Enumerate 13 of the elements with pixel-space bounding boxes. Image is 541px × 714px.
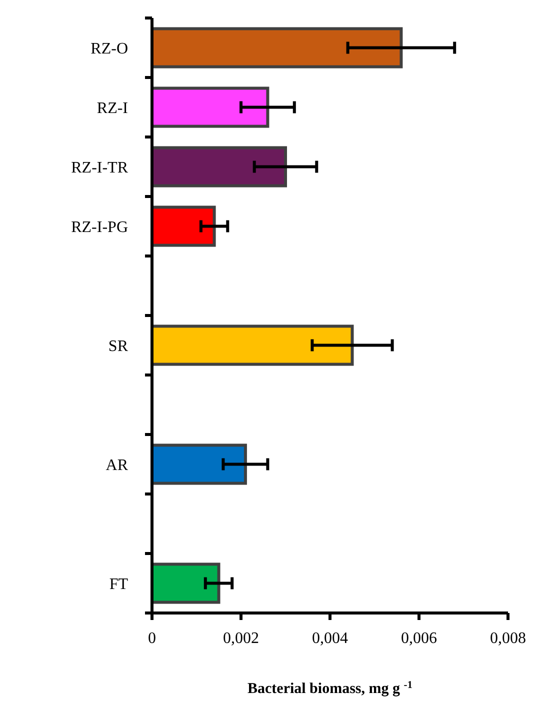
- x-tick-label: 0,004: [312, 630, 348, 647]
- x-axis-title: Bacterial biomass, mg g $^{-1}$: [248, 680, 412, 697]
- y-tick-label: RZ-O: [90, 40, 128, 58]
- x-tick-label: 0,008: [490, 630, 526, 647]
- y-tick-label: RZ-I: [96, 100, 128, 117]
- x-tick-label: 0: [148, 630, 156, 647]
- y-tick-label: SR: [108, 338, 128, 355]
- x-tick-label: 0,006: [401, 630, 437, 647]
- y-tick-label: AR: [106, 456, 128, 474]
- x-tick-label: 0,002: [223, 630, 259, 647]
- y-tick-label: RZ-I-PG: [71, 218, 128, 236]
- y-tick-label: FT: [109, 576, 128, 593]
- y-tick-label: RZ-I-TR: [71, 159, 128, 176]
